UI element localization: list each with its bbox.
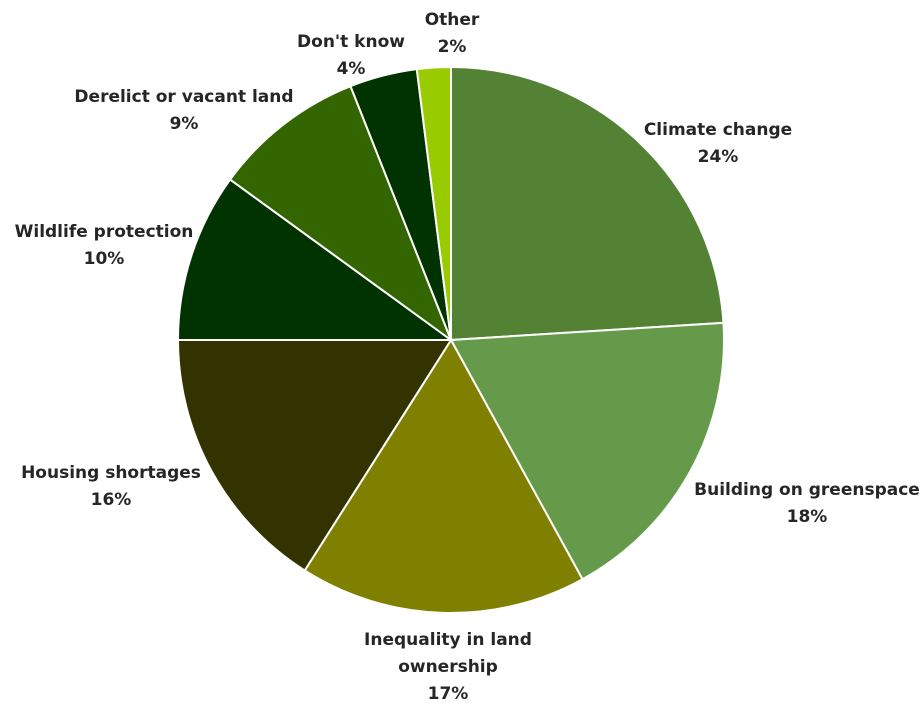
data-label-housing-shortages: Housing shortages 16% — [21, 463, 201, 510]
data-label-value-wildlife-protection: 10% — [84, 249, 125, 269]
data-label-derelict-or-vacant-land: Derelict or vacant land 9% — [74, 87, 293, 134]
data-label-value-don-t-know: 4% — [337, 59, 366, 79]
pie-slice-other — [415, 65, 452, 341]
data-label-name-housing-shortages: Housing shortages — [21, 463, 201, 483]
data-label-name-inequality-in-land-ownership: ownership — [398, 657, 498, 677]
pie-slice-housing-shortages — [176, 339, 453, 572]
pie-slice-inequality-in-land-ownership — [303, 338, 584, 614]
data-label-wildlife-protection: Wildlife protection 10% — [15, 222, 194, 269]
pie-slice-building-on-greenspace — [449, 321, 725, 581]
pie-slices — [176, 65, 725, 614]
pie-slice-climate-change — [450, 65, 725, 342]
data-label-value-climate-change: 24% — [698, 147, 739, 167]
data-label-climate-change: Climate change 24% — [644, 120, 792, 167]
pie-slice-derelict-or-vacant-land — [228, 84, 454, 343]
data-label-name-wildlife-protection: Wildlife protection — [15, 222, 194, 242]
data-label-name-building-on-greenspace: Building on greenspace — [694, 480, 920, 500]
pie-slice-wildlife-protection — [176, 178, 455, 341]
data-label-value-building-on-greenspace: 18% — [787, 507, 828, 527]
data-label-name-don-t-know: Don't know — [297, 32, 405, 52]
data-label-value-housing-shortages: 16% — [91, 490, 132, 510]
data-label-name-derelict-or-vacant-land: Derelict or vacant land — [74, 87, 293, 107]
data-label-other: Other 2% — [425, 10, 480, 57]
data-label-value-other: 2% — [438, 37, 467, 57]
data-label-value-inequality-in-land-ownership: 17% — [428, 684, 469, 704]
data-label-building-on-greenspace: Building on greenspace 18% — [694, 480, 920, 527]
data-label-name-climate-change: Climate change — [644, 120, 792, 140]
data-label-don-t-know: Don't know 4% — [297, 32, 405, 79]
pie-labels: Climate change 24% Building on greenspace 1… — [15, 10, 920, 704]
data-label-value-derelict-or-vacant-land: 9% — [170, 114, 199, 134]
data-label-inequality-in-land-ownership: Inequality in land ownership 17% — [364, 630, 532, 704]
data-label-name-inequality-in-land-ownership: Inequality in land — [364, 630, 532, 650]
data-label-name-other: Other — [425, 10, 480, 30]
